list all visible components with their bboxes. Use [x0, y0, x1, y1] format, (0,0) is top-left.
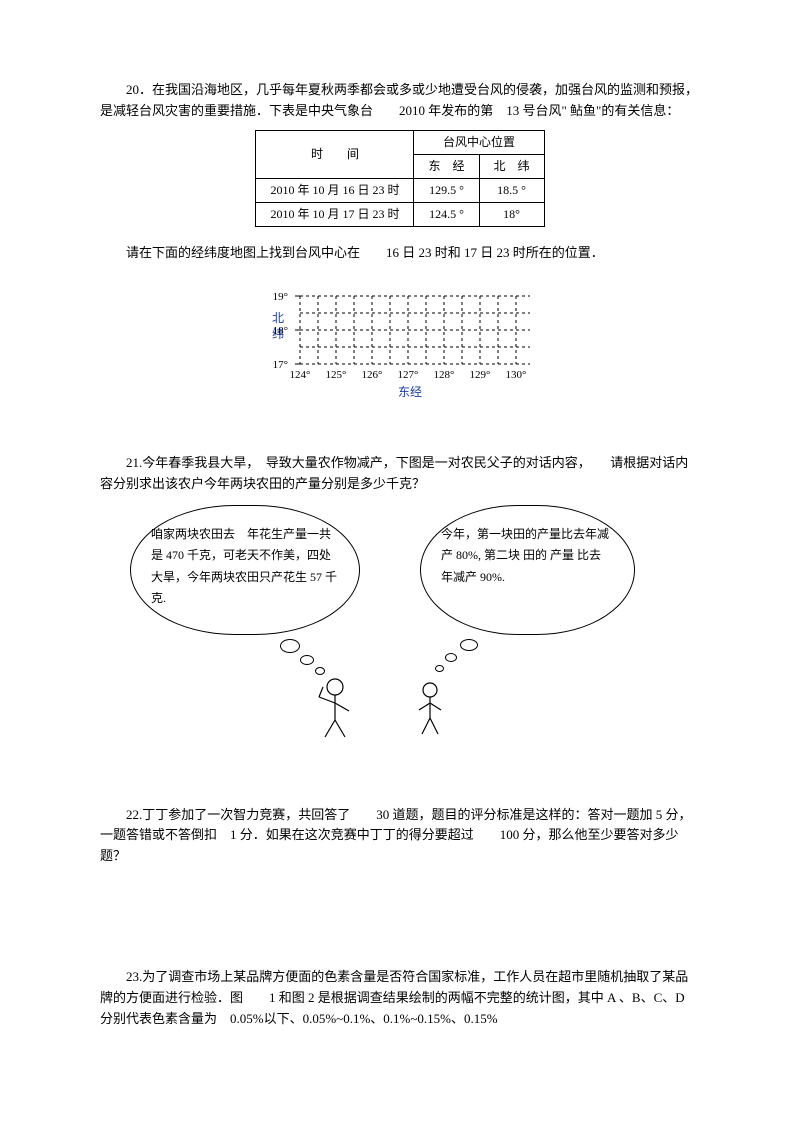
x-axis-title: 东经 [398, 385, 422, 399]
bubble-left-text: 咱家两块农田去 年花生产量一共是 470 千克，可老天不作美，四处大旱，今年两块… [151, 527, 337, 606]
ytick: 18° [273, 325, 288, 337]
table-row: 2010 年 10 月 16 日 23 时 129.5 ° 18.5 ° [256, 178, 544, 202]
q20-text: 20．在我国沿海地区，几乎每年夏秋两季都会或多或少地遭受台风的侵袭，加强台风的监… [100, 80, 700, 122]
th-time: 时 间 [256, 130, 414, 178]
bubble-tail [280, 639, 300, 653]
cell: 18.5 ° [479, 178, 544, 202]
latlon-grid: 北 纬 [100, 276, 700, 413]
ytick: 19° [273, 291, 288, 303]
bubble-tail [315, 667, 325, 675]
th-center: 台风中心位置 [414, 130, 544, 154]
th-lon: 东 经 [414, 154, 479, 178]
q21-text: 21.今年春季我县大旱， 导致大量农作物减产，下图是一对农民父子的对话内容， 请… [100, 453, 700, 495]
question-23: 23.为了调查市场上某品牌方便面的色素含量是否符合国家标准，工作人员在超市里随机… [100, 967, 700, 1029]
q22-text: 22.丁丁参加了一次智力竞赛，共回答了 30 道题，题目的评分标准是这样的：答对… [100, 805, 700, 867]
bubble-tail [300, 655, 314, 665]
xtick: 128° [434, 369, 455, 381]
cell: 18° [479, 203, 544, 227]
y-axis-label-north: 北 [272, 311, 284, 325]
table-row: 2010 年 10 月 17 日 23 时 124.5 ° 18° [256, 203, 544, 227]
bubble-tail [435, 665, 444, 672]
ytick: 17° [273, 359, 288, 371]
person-son-icon [405, 680, 455, 740]
bubble-right-text: 今年，第一块田的产量比去年减产 80%, 第二块 田的 产量 比去 年减产 90… [441, 527, 609, 584]
cell: 129.5 ° [414, 178, 479, 202]
xtick: 129° [470, 369, 491, 381]
typhoon-table: 时 间 台风中心位置 东 经 北 纬 2010 年 10 月 16 日 23 时… [255, 130, 544, 228]
question-22: 22.丁丁参加了一次智力竞赛，共回答了 30 道题，题目的评分标准是这样的：答对… [100, 805, 700, 867]
speech-bubble-father: 咱家两块农田去 年花生产量一共是 470 千克，可老天不作美，四处大旱，今年两块… [130, 505, 360, 635]
question-20: 20．在我国沿海地区，几乎每年夏秋两季都会或多或少地遭受台风的侵袭，加强台风的监… [100, 80, 700, 413]
q20-prompt: 请在下面的经纬度地图上找到台风中心在 16 日 23 时和 17 日 23 时所… [100, 243, 700, 264]
xtick: 130° [506, 369, 527, 381]
cell: 2010 年 10 月 17 日 23 时 [256, 203, 414, 227]
xtick: 126° [362, 369, 383, 381]
cell: 124.5 ° [414, 203, 479, 227]
question-21: 21.今年春季我县大旱， 导致大量农作物减产，下图是一对农民父子的对话内容， 请… [100, 453, 700, 765]
xtick: 125° [326, 369, 347, 381]
bubble-tail [460, 639, 478, 651]
dialogue-figure: 咱家两块农田去 年花生产量一共是 470 千克，可老天不作美，四处大旱，今年两块… [120, 505, 680, 765]
cell: 2010 年 10 月 16 日 23 时 [256, 178, 414, 202]
speech-bubble-son: 今年，第一块田的产量比去年减产 80%, 第二块 田的 产量 比去 年减产 90… [420, 505, 635, 635]
th-lat: 北 纬 [479, 154, 544, 178]
person-father-icon [305, 675, 365, 745]
q23-text: 23.为了调查市场上某品牌方便面的色素含量是否符合国家标准，工作人员在超市里随机… [100, 967, 700, 1029]
bubble-tail [445, 653, 457, 662]
xtick: 124° [290, 369, 311, 381]
xtick: 127° [398, 369, 419, 381]
